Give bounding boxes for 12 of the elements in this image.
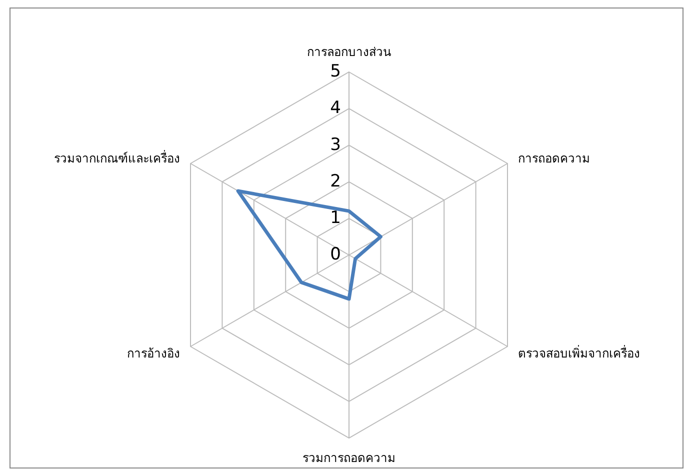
y-tick-label: 1	[330, 208, 341, 228]
spoke-label: การลอกบางส่วน	[307, 45, 391, 59]
y-tick-label: 5	[330, 62, 341, 82]
y-tick-label: 2	[330, 171, 341, 192]
spoke-label: ตรวจสอบเพิ่มจากเครื่อง	[518, 344, 640, 360]
spoke-label: การถอดความ	[518, 152, 590, 166]
y-tick-label: 3	[330, 134, 341, 155]
y-tick-label: 4	[330, 98, 341, 118]
spoke-label: รวมจากเกณฑ์และเครื่อง	[54, 150, 180, 166]
spoke-label: การอ้างอิง	[127, 346, 180, 360]
y-tick-label: 0	[330, 244, 341, 265]
spoke-label: รวมการถอดความ	[302, 451, 396, 465]
